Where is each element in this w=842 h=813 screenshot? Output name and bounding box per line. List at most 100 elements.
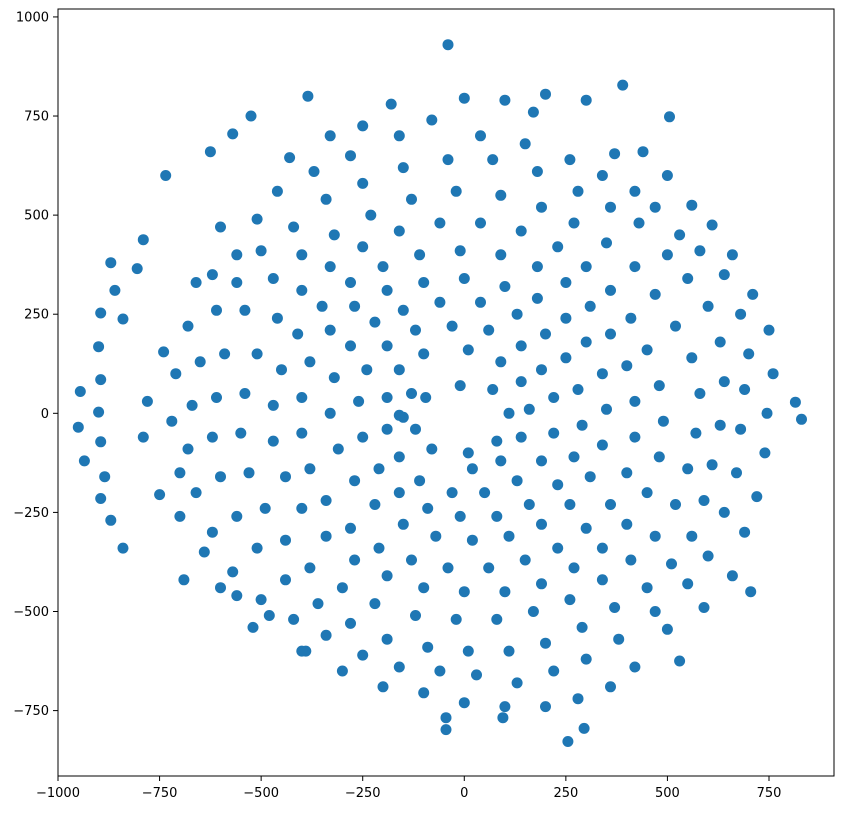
scatter-point: [271, 312, 283, 324]
scatter-point: [137, 431, 149, 443]
scatter-point: [637, 146, 649, 158]
scatter-point: [426, 443, 438, 455]
y-tick-label: 0: [41, 407, 49, 422]
scatter-point: [527, 606, 539, 617]
scatter-point: [393, 661, 405, 673]
scatter-point: [572, 384, 584, 395]
scatter-point: [540, 88, 551, 100]
scatter-point: [584, 300, 596, 312]
scatter-point: [174, 467, 186, 479]
scatter-point: [328, 372, 340, 384]
scatter-point: [381, 423, 393, 435]
scatter-point: [515, 431, 527, 443]
scatter-point: [406, 388, 417, 399]
scatter-point: [361, 364, 373, 376]
scatter-point: [515, 376, 527, 388]
scatter-point: [450, 185, 462, 197]
scatter-point: [503, 407, 515, 419]
scatter-point: [243, 467, 255, 479]
scatter-point: [345, 340, 356, 352]
scatter-point: [95, 307, 107, 319]
scatter-point: [280, 534, 291, 546]
scatter-point: [206, 269, 218, 281]
scatter-point: [247, 621, 259, 633]
scatter-point: [206, 431, 218, 443]
scatter-point: [255, 245, 267, 257]
scatter-point: [609, 148, 621, 160]
scatter-point: [458, 697, 470, 709]
scatter-point: [601, 403, 612, 415]
scatter-point: [93, 406, 105, 418]
scatter-point: [735, 308, 747, 320]
scatter-point: [446, 487, 458, 499]
scatter-point: [475, 130, 486, 142]
scatter-point: [160, 170, 172, 181]
scatter-point: [718, 376, 730, 388]
scatter-point: [531, 261, 543, 273]
scatter-point: [548, 665, 560, 677]
scatter-point: [621, 518, 633, 530]
scatter-point: [215, 471, 226, 483]
scatter-point: [536, 455, 547, 467]
scatter-point: [336, 665, 348, 677]
scatter-point: [479, 487, 491, 499]
scatter-point: [109, 284, 121, 296]
scatter-point: [442, 39, 454, 51]
scatter-point: [475, 217, 486, 229]
scatter-point: [605, 284, 616, 296]
scatter-point: [661, 249, 673, 261]
scatter-point: [629, 431, 641, 443]
scatter-point: [653, 451, 665, 463]
scatter-point: [393, 409, 405, 421]
scatter-point: [93, 341, 105, 353]
scatter-point: [369, 316, 381, 328]
scatter-point: [440, 712, 452, 724]
scatter-point: [466, 534, 478, 546]
scatter-point: [568, 562, 580, 574]
scatter-point: [95, 493, 107, 504]
scatter-point: [369, 499, 381, 510]
scatter-point: [137, 234, 149, 246]
scatter-point: [580, 261, 592, 273]
scatter-point: [743, 348, 755, 360]
scatter-point: [664, 111, 675, 123]
scatter-point: [219, 348, 231, 360]
scatter-point: [739, 526, 751, 538]
scatter-point: [276, 364, 287, 376]
y-tick-label: 750: [24, 110, 49, 125]
scatter-point: [345, 277, 356, 288]
scatter-point: [454, 380, 466, 392]
scatter-point: [434, 296, 446, 308]
scatter-point: [296, 249, 308, 261]
scatter-point: [536, 201, 547, 213]
scatter-point: [420, 392, 432, 403]
scatter-point: [649, 201, 661, 213]
scatter-point: [280, 574, 291, 586]
scatter-point: [296, 427, 308, 439]
scatter-point: [446, 320, 458, 332]
scatter-point: [562, 736, 574, 747]
scatter-point: [621, 360, 633, 372]
scatter-point: [320, 495, 332, 506]
scatter-point: [682, 273, 694, 284]
scatter-point: [288, 613, 300, 625]
scatter-point: [328, 229, 340, 241]
scatter-point: [227, 566, 239, 578]
scatter-point: [641, 344, 653, 356]
scatter-point: [377, 681, 389, 693]
scatter-point: [694, 245, 706, 257]
scatter-point: [410, 423, 421, 435]
scatter-point: [580, 653, 592, 665]
scatter-point: [515, 225, 527, 237]
scatter-point: [523, 499, 535, 510]
scatter-point: [540, 701, 551, 713]
scatter-point: [515, 340, 527, 352]
y-tick-label: −500: [13, 605, 49, 620]
scatter-point: [349, 475, 361, 487]
scatter-point: [580, 94, 592, 106]
scatter-point: [572, 693, 584, 705]
scatter-point: [503, 645, 515, 657]
scatter-point: [251, 542, 263, 554]
